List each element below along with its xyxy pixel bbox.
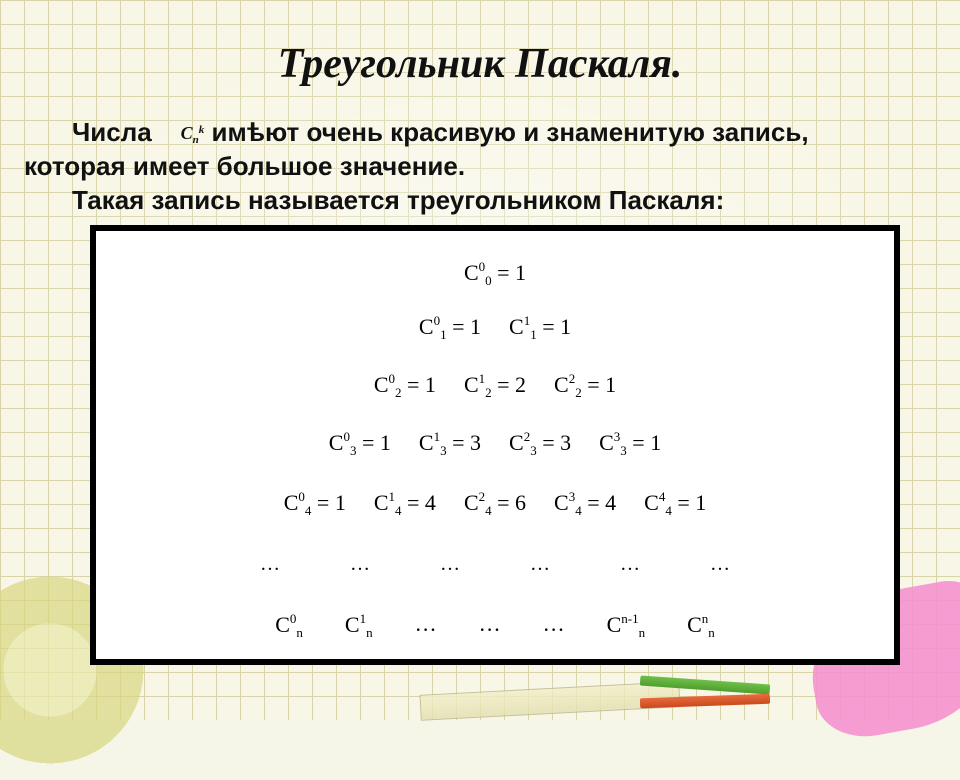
pascal-term: C03 = 1: [329, 429, 391, 459]
pascal-term: C24 = 6: [464, 489, 526, 519]
ellipsis: …: [350, 553, 370, 576]
pascal-term: C13 = 3: [419, 429, 481, 459]
pascal-term: C04 = 1: [284, 489, 346, 519]
pascal-term: C14 = 4: [374, 489, 436, 519]
pascal-term: Cnn: [687, 611, 715, 641]
pascal-term: C11 = 1: [509, 313, 571, 343]
page-title: Треугольник Паскаля.: [20, 40, 940, 88]
pascal-row-0: C00 = 1: [96, 259, 894, 289]
pascal-term: C02 = 1: [374, 371, 436, 401]
ellipsis: …: [543, 611, 565, 641]
para-line1-part2: имѣют очень красивую и знаменитую запись…: [211, 117, 808, 147]
ellipsis: …: [440, 553, 460, 576]
pascal-row-3: C03 = 1 C13 = 3 C23 = 3 C33 = 1: [96, 429, 894, 459]
para-line3: Такая запись называется треугольником Па…: [72, 185, 724, 215]
ellipsis: …: [260, 553, 280, 576]
ellipsis: …: [530, 553, 550, 576]
ellipsis: …: [479, 611, 501, 641]
ellipsis: …: [415, 611, 437, 641]
pascal-term: C34 = 4: [554, 489, 616, 519]
pascal-term: Cn-1n: [607, 611, 646, 641]
pascal-row-2: C02 = 1 C12 = 2 C22 = 1: [96, 371, 894, 401]
pascal-term: C23 = 3: [509, 429, 571, 459]
pascal-term: C12 = 2: [464, 371, 526, 401]
pascal-triangle-diagram: C00 = 1 C01 = 1 C11 = 1 C02 = 1 C12 = 2 C22 =…: [90, 225, 900, 665]
pascal-term: C44 = 1: [644, 489, 706, 519]
pascal-term: C33 = 1: [599, 429, 661, 459]
para-line2: которая имеет большое значение.: [24, 151, 465, 181]
ellipsis: …: [710, 553, 730, 576]
pascal-term: C22 = 1: [554, 371, 616, 401]
slide-content: Треугольник Паскаля. Числа Cnk имѣют оче…: [0, 0, 960, 720]
pascal-term: C00 = 1: [464, 259, 526, 289]
pascal-term: C0n: [275, 611, 303, 641]
pascal-general-row: C0n C1n … … … Cn-1n Cnn: [96, 611, 894, 641]
ellipsis: …: [620, 553, 640, 576]
inline-c-symbol: Cnk: [181, 122, 205, 147]
pascal-row-4: C04 = 1 C14 = 4 C24 = 6 C34 = 4 C44 = 1: [96, 489, 894, 519]
pascal-term: C01 = 1: [419, 313, 481, 343]
para-line1-part1: Числа: [72, 117, 152, 147]
paragraph: Числа Cnk имѣют очень красивую и знамени…: [20, 116, 940, 217]
pascal-dots-row: … … … … … …: [96, 553, 894, 576]
pascal-term: C1n: [345, 611, 373, 641]
pascal-row-1: C01 = 1 C11 = 1: [96, 313, 894, 343]
